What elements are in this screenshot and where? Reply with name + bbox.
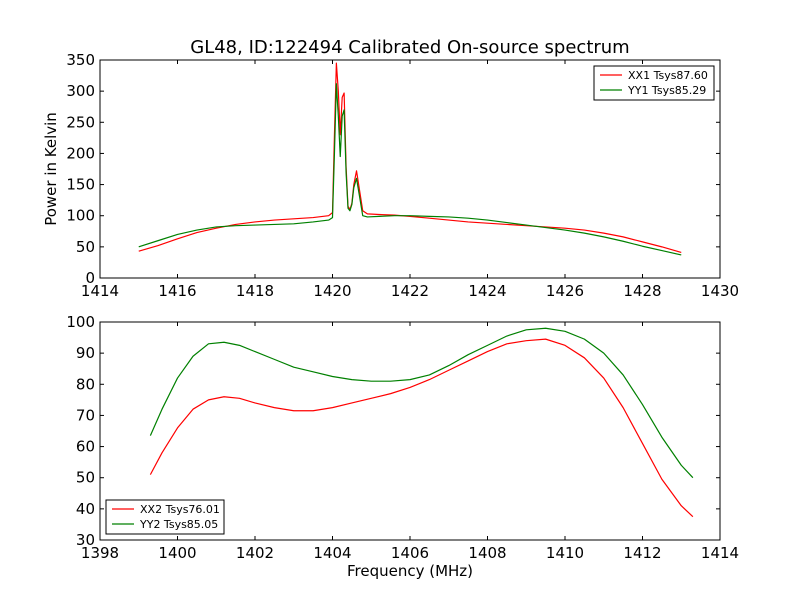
x-tick-label: 1402: [236, 544, 274, 562]
y-tick-label: 50: [76, 469, 95, 487]
x-tick-label: 1418: [236, 282, 274, 300]
y-tick-label: 350: [66, 51, 95, 69]
y-axis-label: Power in Kelvin: [42, 112, 60, 226]
x-tick-label: 1422: [391, 282, 429, 300]
x-tick-label: 1416: [158, 282, 196, 300]
x-tick-label: 1426: [546, 282, 584, 300]
y-tick-label: 100: [66, 207, 95, 225]
y-tick-label: 150: [66, 176, 95, 194]
y-tick-label: 100: [66, 313, 95, 331]
x-tick-label: 1398: [81, 544, 119, 562]
x-tick-label: 1430: [701, 282, 739, 300]
y-tick-label: 30: [76, 531, 95, 549]
y-tick-label: 0: [85, 269, 95, 287]
y-tick-label: 250: [66, 113, 95, 131]
y-tick-label: 300: [66, 82, 95, 100]
legend-label: XX1 Tsys87.60: [628, 69, 708, 82]
x-tick-label: 1406: [391, 544, 429, 562]
x-tick-label: 1404: [313, 544, 351, 562]
x-tick-label: 1424: [468, 282, 506, 300]
x-tick-label: 1414: [701, 544, 739, 562]
y-tick-label: 70: [76, 406, 95, 424]
x-tick-label: 1414: [81, 282, 119, 300]
x-tick-label: 1412: [623, 544, 661, 562]
y-tick-label: 60: [76, 438, 95, 456]
x-tick-label: 1410: [546, 544, 584, 562]
legend-box: [593, 65, 715, 101]
x-axis-label: Frequency (MHz): [347, 562, 473, 580]
legend-label: XX2 Tsys76.01: [140, 503, 220, 516]
figure-title: GL48, ID:122494 Calibrated On-source spe…: [190, 37, 629, 58]
series-line-1: [149, 338, 694, 518]
legend-label: YY2 Tsys85.05: [139, 518, 218, 531]
bottom-spectrum-chart: 1398 1400 1402 1404 1406 1408 1410 1412 1414 30 40…: [66, 313, 739, 580]
y-tick-label: 90: [76, 344, 95, 362]
legend-label: YY1 Tsys85.29: [627, 84, 706, 97]
series-line-2: [138, 83, 682, 256]
y-tick-label: 200: [66, 144, 95, 162]
top-spectrum-chart: 1414 1416 1418 1420 1422 1424 1426 1428 1430 0 50 1…: [42, 51, 739, 300]
x-tick-label: 1428: [623, 282, 661, 300]
x-tick-label: 1408: [468, 544, 506, 562]
y-tick-label: 50: [76, 238, 95, 256]
legend: XX2 Tsys76.01 YY2 Tsys85.05: [105, 499, 225, 535]
legend-box: [105, 499, 225, 535]
series-line-2: [149, 327, 694, 479]
x-tick-label: 1400: [158, 544, 196, 562]
x-tick-label: 1420: [313, 282, 351, 300]
y-tick-label: 40: [76, 500, 95, 518]
legend: XX1 Tsys87.60 YY1 Tsys85.29: [593, 65, 715, 101]
y-tick-label: 80: [76, 375, 95, 393]
